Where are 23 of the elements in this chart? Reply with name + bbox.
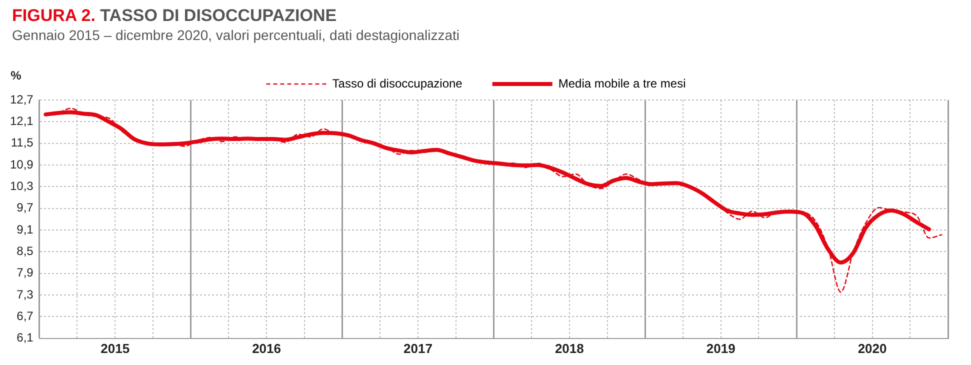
legend-label: Tasso di disoccupazione	[332, 76, 463, 90]
y-tick-label: 6,1	[16, 330, 34, 345]
y-tick-label: 9,1	[16, 222, 34, 236]
y-tick-label: 12,1	[10, 114, 34, 128]
y-tick-label: 7,9	[16, 266, 34, 280]
y-tick-label: 11,5	[10, 136, 34, 150]
x-tick-label: 2015	[100, 340, 130, 356]
x-tick-label: 2020	[858, 340, 887, 356]
x-tick-label: 2019	[706, 340, 736, 356]
x-tick-label: 2018	[554, 340, 584, 356]
chart-title: FIGURA 2. TASSO DI DISOCCUPAZIONE	[12, 6, 337, 25]
y-axis-title: %	[10, 68, 22, 82]
x-tick-label: 2016	[252, 340, 281, 356]
chart-subtitle: Gennaio 2015 – dicembre 2020, valori percentuali, dati destagionalizzati	[12, 26, 461, 44]
y-tick-label: 12,7	[10, 92, 34, 106]
y-tick-label: 9,7	[16, 200, 34, 215]
y-tick-label: 10,3	[10, 179, 34, 194]
x-tick-label: 2017	[403, 340, 432, 356]
y-tick-label: 10,9	[10, 157, 34, 172]
y-tick-label: 6,7	[16, 309, 34, 324]
legend-label: Media mobile a tre mesi	[558, 76, 686, 90]
y-tick-label: 8,5	[16, 244, 34, 258]
y-tick-label: 7,3	[16, 287, 34, 302]
